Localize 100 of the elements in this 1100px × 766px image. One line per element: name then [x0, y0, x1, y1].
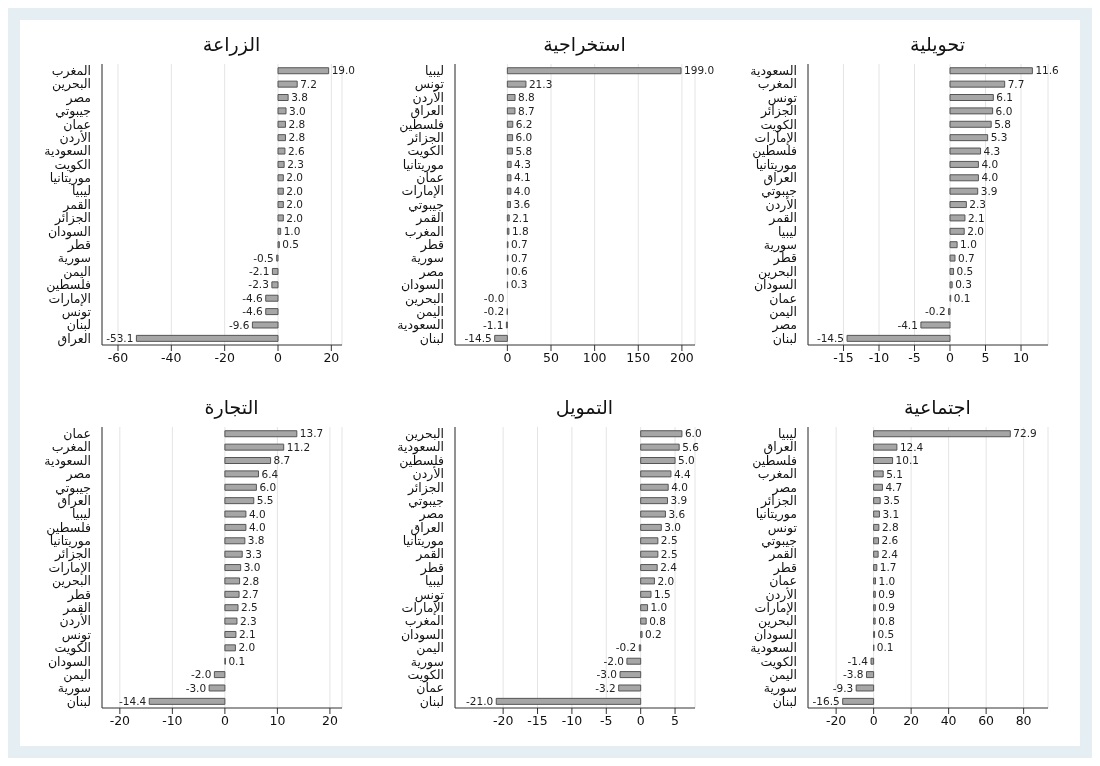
data-label: 5.5 [256, 494, 274, 507]
data-label: -0.2 [925, 305, 946, 318]
data-label: 0.9 [878, 587, 896, 600]
x-tick-label: 0 [869, 712, 878, 728]
data-label: 2.0 [657, 574, 675, 587]
data-label: 6.0 [259, 480, 277, 493]
data-label: -4.6 [242, 305, 264, 318]
bar [224, 564, 242, 572]
bar [277, 134, 286, 142]
data-label: 0.8 [649, 614, 666, 627]
bar [640, 470, 672, 478]
y-tick-label: مصر [65, 466, 91, 483]
bar [949, 201, 967, 209]
y-tick-label: العراق [763, 439, 797, 456]
data-label: 11.2 [286, 440, 311, 453]
x-tick-label: 200 [669, 349, 694, 365]
y-tick-label: الإمارات [401, 183, 444, 200]
bar [506, 160, 512, 168]
data-label: 3.0 [243, 561, 261, 574]
bar [873, 430, 1011, 438]
bar [494, 334, 508, 342]
data-label: 1.7 [879, 561, 897, 574]
bar [277, 120, 286, 128]
chart-title: الزراعة [201, 32, 262, 58]
bar [873, 443, 898, 451]
x-tick-label: -20 [214, 349, 235, 365]
bar [277, 187, 284, 195]
bar [506, 134, 514, 142]
y-tick-label: قطر [66, 237, 92, 254]
bar [873, 510, 880, 518]
x-tick-label: -10 [162, 712, 183, 728]
y-tick-label: الكويت [407, 143, 444, 160]
bar [640, 443, 680, 451]
data-label: 2.0 [286, 171, 304, 184]
x-tick-label: 0 [636, 712, 645, 728]
data-label: 1.5 [653, 587, 671, 600]
bar [619, 671, 642, 679]
data-label: 0.7 [957, 251, 975, 264]
data-label: -4.1 [897, 318, 918, 331]
bar [506, 80, 527, 88]
bar [640, 497, 668, 505]
bar [949, 134, 989, 142]
bar [846, 334, 951, 342]
bar [506, 174, 512, 182]
data-label: -4.6 [242, 291, 264, 304]
bar [949, 120, 992, 128]
data-label: 19.0 [331, 64, 356, 77]
data-label: 4.3 [983, 144, 1001, 157]
data-label: 6.0 [995, 104, 1013, 117]
x-tick-label: 0 [946, 349, 955, 365]
data-label: 2.0 [238, 641, 256, 654]
data-label: 2.4 [660, 561, 678, 574]
data-label: 3.5 [883, 494, 900, 507]
data-label: 5.1 [886, 467, 903, 480]
data-label: 1.8 [511, 224, 529, 237]
bar [265, 308, 279, 316]
bar [224, 577, 241, 585]
x-tick-label: -10 [561, 712, 583, 728]
chart-title: اجتماعية [903, 395, 972, 420]
bar [208, 684, 226, 692]
data-label: -2.0 [603, 654, 624, 667]
y-tick-label: القمر [62, 196, 91, 213]
y-tick-label: القمر [415, 210, 444, 227]
data-label: -3.8 [843, 668, 864, 681]
data-label: -3.0 [596, 668, 618, 681]
x-tick-label: 0 [503, 349, 512, 365]
bar [640, 483, 669, 491]
bar [640, 510, 666, 518]
data-label: 5.8 [994, 117, 1011, 130]
bar [271, 281, 279, 289]
bar [506, 120, 514, 128]
data-label: 4.4 [673, 467, 691, 480]
data-label: 3.8 [247, 534, 265, 547]
y-tick-label: ليبيا [72, 506, 91, 522]
data-label: 2.1 [512, 211, 529, 224]
data-label: -9.6 [228, 318, 250, 331]
bar [224, 590, 240, 598]
bar [873, 550, 879, 558]
data-label: 4.0 [981, 158, 999, 171]
y-tick-label: تونس [414, 586, 445, 603]
chart-title: استخراجية [542, 32, 627, 58]
y-tick-label: المغرب [51, 439, 91, 456]
bar [277, 67, 330, 75]
x-tick-label: -10 [868, 349, 890, 365]
bar [949, 241, 958, 249]
x-tick-label: 150 [626, 349, 651, 365]
data-label: -16.5 [812, 694, 840, 707]
data-label: 2.3 [287, 158, 304, 171]
data-label: 3.0 [664, 521, 682, 534]
data-label: 5.3 [990, 131, 1008, 144]
bar [224, 523, 247, 531]
chart-title: تحويلية [909, 32, 966, 58]
bar [640, 457, 676, 465]
data-label: -14.5 [816, 331, 845, 344]
y-tick-label: عمان [769, 573, 797, 589]
data-label: 5.8 [515, 144, 533, 157]
y-tick-label: فلسطين [46, 277, 92, 294]
bar [277, 80, 298, 88]
bar [949, 174, 979, 182]
y-tick-label: الجزائر [759, 103, 797, 120]
